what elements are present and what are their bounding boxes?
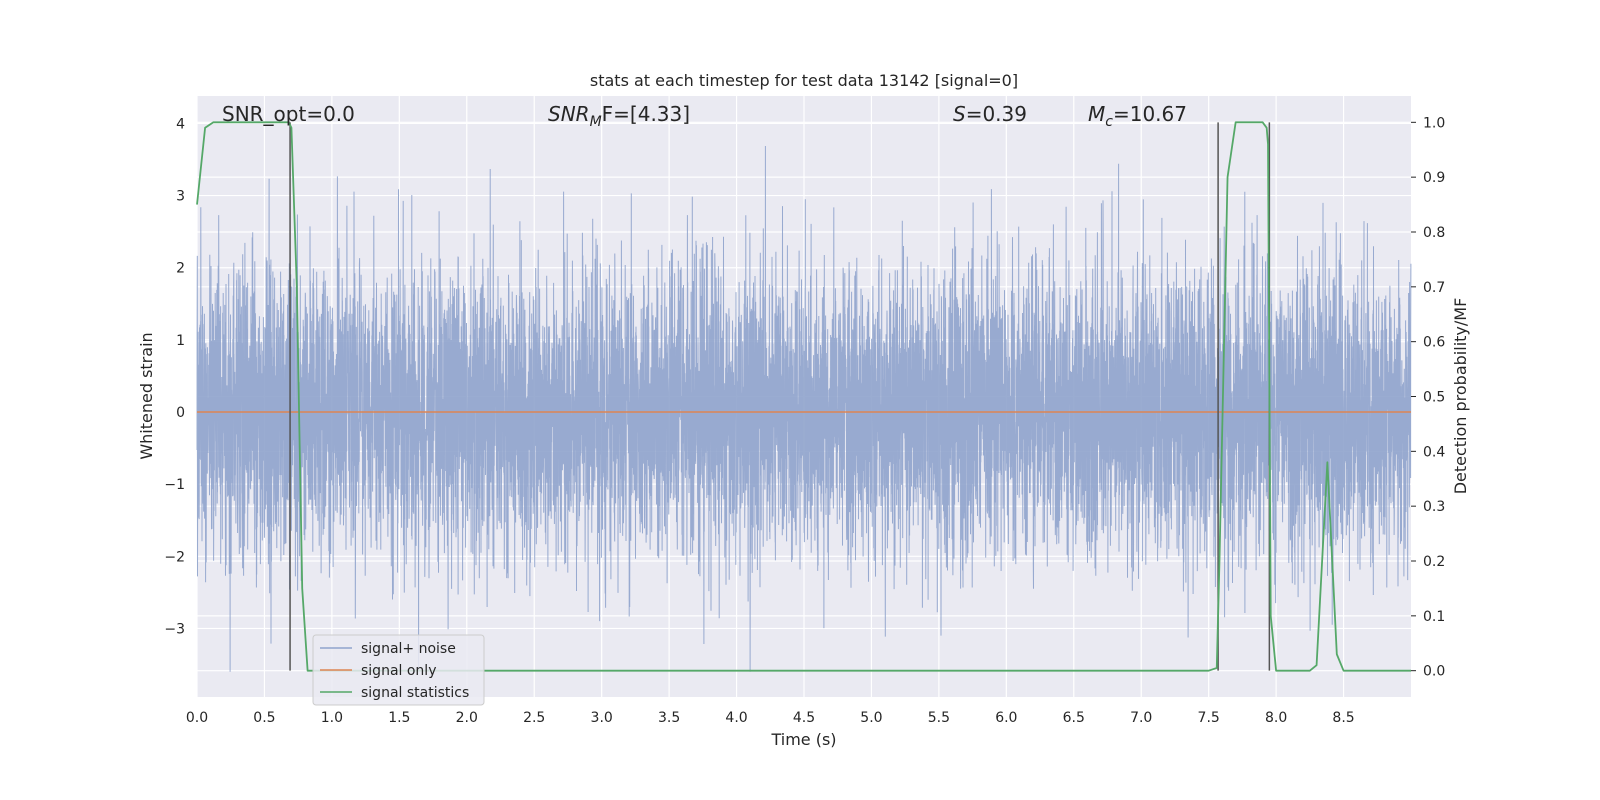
x-tick-label: 7.0 [1130,710,1152,726]
y-tick-label: 4 [176,116,185,132]
y2-tick-label: 1.0 [1423,115,1445,131]
annotation-snr-mf-rest: F=[4.33] [602,102,690,126]
x-tick-label: 3.5 [658,710,680,726]
noise-series [196,145,1412,672]
noise-line [196,145,1412,672]
y2-tick-label: 0.6 [1423,335,1445,351]
y-tick-label: 0 [176,405,185,421]
x-tick-label: 8.0 [1265,710,1287,726]
y2-tick-label: 0.7 [1423,280,1445,296]
y-ticks: −3 −2 −1 0 1 2 3 4 [164,116,185,637]
y2-axis-title: Detection probability/MF [1451,298,1470,495]
y2-tick-label: 0.8 [1423,225,1445,241]
annotation-mc-sub: c [1105,114,1113,130]
x-tick-label: 0.0 [186,710,208,726]
y-tick-label: 3 [176,189,185,205]
x-tick-label: 5.0 [860,710,882,726]
x-tick-label: 6.5 [1063,710,1085,726]
x-tick-label: 5.5 [928,710,950,726]
chart-title: stats at each timestep for test data 131… [590,71,1018,90]
legend-label-signal-only: signal only [361,663,436,679]
signal-statistics-line [196,121,1411,672]
annotation-s-rest: =0.39 [966,102,1027,126]
annotation-snr-opt: SNR_opt=0.0 [222,102,355,126]
x-tick-label: 4.5 [793,710,815,726]
y-axis-title: Whitened strain [137,332,156,459]
y2-tick-label: 0.4 [1423,444,1445,460]
y2-tick-label: 0.9 [1423,170,1445,186]
x-tick-label: 8.5 [1332,710,1354,726]
annotation-s-sym: S [953,102,966,126]
annotation-s: S=0.39 [953,102,1027,126]
signal-statistics-series [196,121,1411,672]
annotation-snr-mf-base: SNR [548,102,590,126]
x-axis-title: Time (s) [770,730,836,749]
y-tick-label: 1 [176,333,185,349]
legend-box [312,634,485,706]
legend-label-signal-statistics: signal statistics [361,685,469,701]
x-tick-label: 7.5 [1198,710,1220,726]
annotation-mc: Mc=10.67 [1088,102,1187,130]
x-tick-label: 0.5 [253,710,275,726]
legend-label-noise: signal+ noise [361,641,456,657]
x-tick-label: 1.5 [388,710,410,726]
y2-tick-label: 0.0 [1423,664,1445,680]
annotation-mc-rest: =10.67 [1113,102,1187,126]
annotation-snr-mf: SNRMF=[4.33] [548,102,690,130]
y2-ticks: 0.0 0.1 0.2 0.3 0.4 0.5 0.6 0.7 0.8 0.9 1.0 [1411,115,1445,680]
x-tick-label: 4.0 [725,710,747,726]
x-tick-label: 2.5 [523,710,545,726]
x-ticks: 0.0 0.5 1.0 1.5 2.0 2.5 3.0 3.5 4.0 4.5 5.0 5.5 6.0 6… [186,710,1355,726]
x-tick-label: 2.0 [456,710,478,726]
y2-tick-label: 0.1 [1423,609,1445,625]
y-tick-label: 2 [176,261,185,277]
x-tick-label: 1.0 [321,710,343,726]
y-tick-label: −1 [164,477,185,493]
y2-tick-label: 0.2 [1423,554,1445,570]
y2-tick-label: 0.3 [1423,499,1445,515]
legend: signal+ noise signal only signal statist… [312,634,485,706]
x-tick-label: 6.0 [995,710,1017,726]
y2-tick-label: 0.5 [1423,390,1445,406]
annotation-snr-mf-sub: M [590,114,602,130]
y-tick-label: −3 [164,621,185,637]
annotation-mc-sym: M [1088,102,1105,126]
x-tick-label: 3.0 [591,710,613,726]
y-tick-label: −2 [164,549,185,565]
